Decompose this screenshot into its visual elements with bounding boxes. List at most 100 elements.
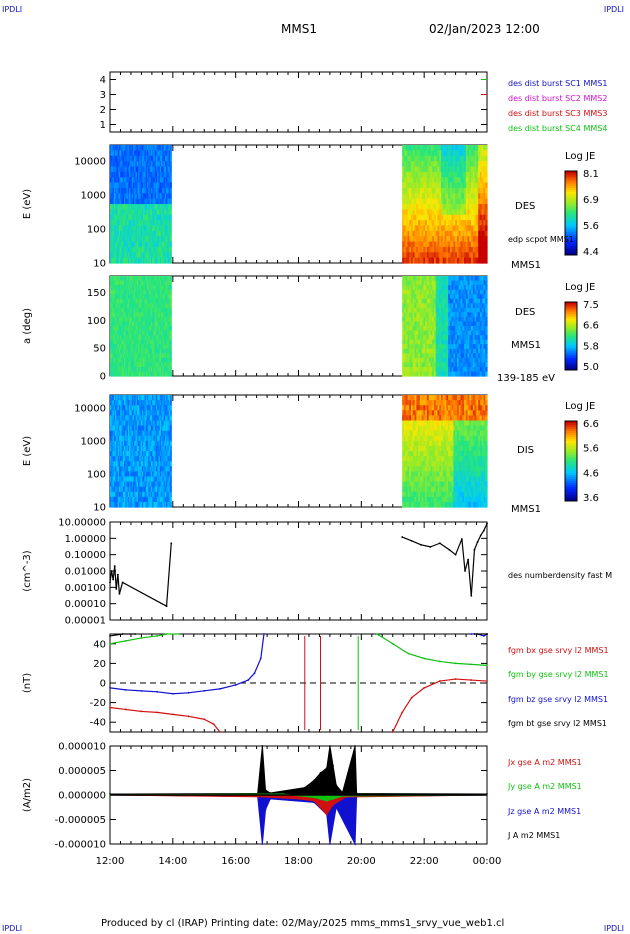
heatmap-cell — [157, 353, 160, 359]
heatmap-cell — [111, 230, 114, 237]
heatmap-cell — [444, 339, 447, 345]
heatmap-cell — [405, 353, 409, 359]
heatmap-cell — [143, 236, 146, 243]
heatmap-cell — [163, 171, 166, 178]
heatmap-cell — [113, 294, 116, 300]
heatmap-cell — [132, 252, 135, 259]
heatmap-cell — [120, 395, 123, 401]
heatmap-cell — [111, 353, 114, 359]
heatmap-cell — [112, 405, 115, 411]
heatmap-cell — [111, 257, 114, 264]
heatmap-cell — [467, 236, 470, 243]
heatmap-cell — [478, 280, 481, 286]
heatmap-cell — [141, 330, 144, 336]
heatmap-cell — [166, 193, 169, 200]
heatmap-cell — [446, 171, 449, 178]
heatmap-cell — [169, 220, 172, 227]
heatmap-cell — [474, 209, 477, 216]
heatmap-cell — [433, 171, 437, 178]
heatmap-cell — [412, 276, 416, 282]
heatmap-cell — [118, 466, 121, 472]
heatmap-cell — [143, 209, 146, 216]
heatmap-cell — [118, 362, 121, 368]
heatmap-cell — [120, 420, 123, 427]
heatmap-cell — [448, 257, 451, 264]
heatmap-cell — [149, 298, 152, 304]
heatmap-cell — [418, 316, 421, 323]
heatmap-cell — [129, 209, 132, 216]
heatmap-cell — [132, 312, 135, 318]
heatmap-cell — [125, 257, 128, 264]
heatmap-cell — [120, 298, 123, 304]
heatmap-cell — [403, 252, 407, 259]
heatmap-cell — [155, 161, 158, 168]
heatmap-cell — [117, 285, 120, 291]
heatmap-cell — [469, 326, 472, 332]
heatmap-cell — [145, 225, 148, 232]
heatmap-cell — [144, 166, 147, 173]
heatmap-cell — [418, 362, 421, 368]
heatmap-cell — [478, 348, 481, 354]
heatmap-cell — [439, 241, 442, 248]
heatmap-cell — [113, 155, 116, 162]
heatmap-cell — [110, 430, 112, 437]
heatmap-cell — [148, 366, 151, 373]
heatmap-cell — [163, 339, 166, 345]
heatmap-cell — [144, 220, 147, 227]
heatmap-cell — [462, 285, 465, 291]
heatmap-cell — [446, 298, 449, 304]
heatmap-cell — [433, 348, 437, 354]
heatmap-cell — [167, 150, 170, 157]
heatmap-cell — [167, 177, 170, 184]
heatmap-cell — [143, 316, 146, 323]
heatmap-cell — [456, 280, 460, 286]
heatmap-cell — [129, 246, 132, 253]
heatmap-cell — [418, 220, 421, 227]
heatmap-cell — [428, 246, 432, 253]
heatmap-cell — [135, 298, 138, 304]
heatmap-cell — [407, 280, 410, 286]
heatmap-cell — [430, 298, 433, 304]
heatmap-cell — [167, 193, 170, 200]
heatmap-cell — [162, 339, 165, 345]
heatmap-cell — [121, 246, 124, 253]
heatmap-cell — [460, 220, 463, 227]
y-tick-label: 1 — [100, 120, 106, 131]
heatmap-cell — [441, 357, 444, 363]
heatmap-cell — [460, 225, 463, 232]
legend-entry: des dist burst SC3 MMS3 — [508, 109, 607, 118]
heatmap-cell — [158, 257, 161, 264]
heatmap-cell — [150, 366, 153, 373]
heatmap-cell — [430, 321, 433, 327]
heatmap-cell — [403, 366, 407, 373]
heatmap-cell — [472, 339, 476, 345]
heatmap-cell — [148, 155, 151, 162]
heatmap-cell — [407, 335, 410, 341]
y-axis-label: E (eV) — [22, 189, 33, 219]
heatmap-cell — [451, 246, 455, 253]
heatmap-cell — [433, 236, 437, 243]
heatmap-cell — [456, 307, 460, 313]
heatmap-cell — [409, 225, 412, 232]
heatmap-cell — [465, 241, 469, 248]
heatmap-cell — [444, 362, 447, 368]
heatmap-cell — [155, 220, 158, 227]
heatmap-cell — [407, 193, 410, 200]
heatmap-cell — [407, 241, 410, 248]
heatmap-cell — [456, 335, 460, 341]
heatmap-cell — [155, 357, 158, 363]
heatmap-cell — [439, 182, 442, 189]
heatmap-cell — [426, 166, 430, 173]
heatmap-cell — [446, 177, 449, 184]
heatmap-cell — [126, 246, 129, 253]
heatmap-cell — [479, 307, 483, 313]
heatmap-cell — [122, 330, 125, 336]
heatmap-cell — [416, 289, 419, 295]
heatmap-cell — [132, 225, 135, 232]
heatmap-cell — [423, 236, 426, 243]
heatmap-cell — [154, 330, 157, 336]
heatmap-cell — [419, 348, 423, 354]
heatmap-cell — [169, 362, 172, 368]
heatmap-cell — [122, 276, 125, 282]
heatmap-cell — [127, 193, 130, 200]
